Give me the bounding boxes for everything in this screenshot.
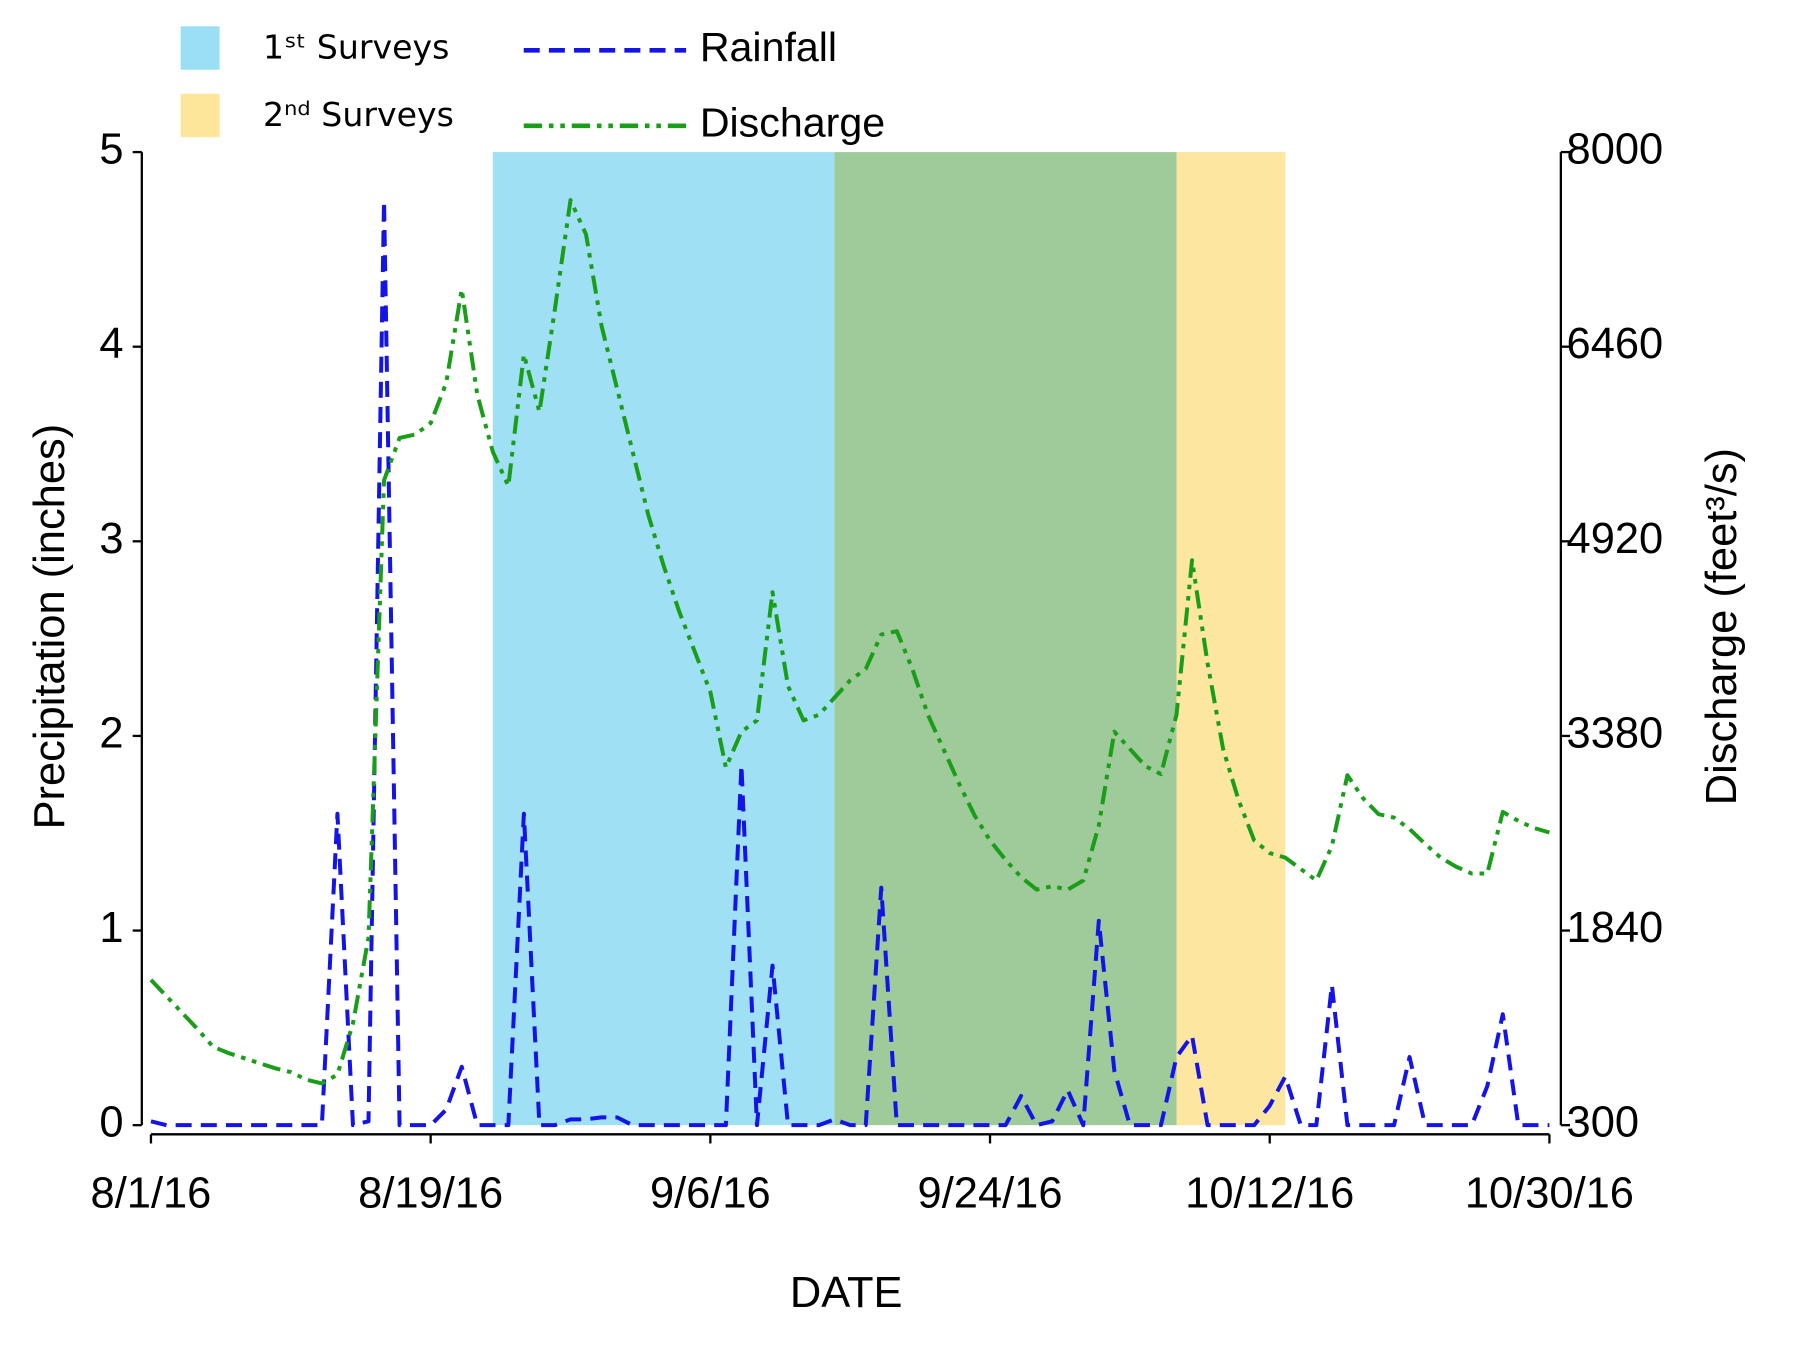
y-tick-label: 3 xyxy=(99,515,123,563)
y2-tick-label: 6460 xyxy=(1567,320,1664,368)
x-tick-label: 9/6/16 xyxy=(650,1170,771,1218)
y-axis-title: Precipitation (inches) xyxy=(26,424,74,830)
legend: 1ˢᵗ Surveys 2ⁿᵈ Surveys Rainfall Discharge xyxy=(180,24,885,146)
legend-label: 1ˢᵗ Surveys xyxy=(263,28,449,67)
axes: 0 1 2 3 4 5 300 1840 3380 4920 6460 8000 8/1/16 8/19/… xyxy=(91,126,1664,1218)
legend-label: Discharge xyxy=(700,100,885,146)
x-tick-label: 10/30/16 xyxy=(1465,1170,1634,1218)
legend-swatch xyxy=(180,93,220,138)
shaded-period xyxy=(834,152,1286,1126)
y-tick-label: 4 xyxy=(99,320,123,368)
y-tick-label: 2 xyxy=(99,709,123,757)
legend-label: Rainfall xyxy=(700,24,837,70)
x-tick-label: 8/1/16 xyxy=(91,1170,212,1218)
x-tick-label: 10/12/16 xyxy=(1185,1170,1354,1218)
x-tick-label: 9/24/16 xyxy=(918,1170,1063,1218)
y-tick-label: 5 xyxy=(99,126,123,174)
y2-tick-label: 300 xyxy=(1567,1099,1639,1147)
y-tick-label: 1 xyxy=(99,904,123,952)
y2-tick-label: 3380 xyxy=(1567,709,1664,757)
y2-axis-title: Discharge (feet³/s) xyxy=(1698,448,1746,805)
legend-swatch xyxy=(180,26,220,70)
x-tick-label: 8/19/16 xyxy=(358,1170,503,1218)
y2-tick-label: 4920 xyxy=(1567,515,1664,563)
y2-tick-label: 8000 xyxy=(1567,126,1664,174)
series-line xyxy=(150,198,1550,1128)
y2-tick-label: 1840 xyxy=(1567,904,1664,952)
legend-label: 2ⁿᵈ Surveys xyxy=(263,95,454,134)
shaded-periods xyxy=(492,152,1286,1126)
plot-lines xyxy=(149,198,1550,1128)
series-line xyxy=(149,198,1550,1086)
x-axis-title: DATE xyxy=(790,1269,903,1317)
y-tick-label: 0 xyxy=(99,1099,123,1147)
